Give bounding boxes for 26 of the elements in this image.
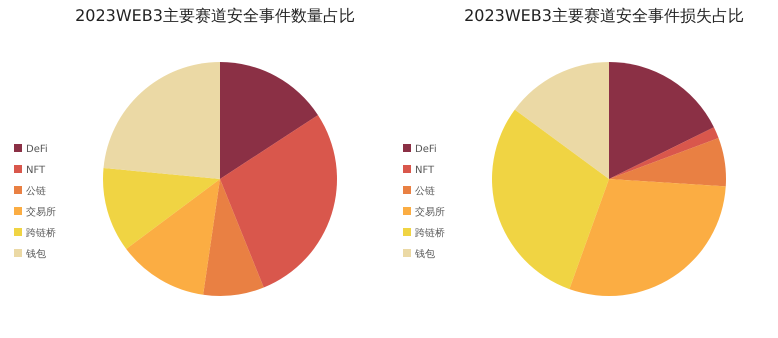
legend-label: 跨链桥	[26, 228, 56, 239]
legend-label: 公链	[415, 186, 435, 197]
pie-slice	[609, 138, 726, 186]
chart-title: 2023WEB3主要赛道安全事件损失占比	[463, 6, 745, 27]
pie-slice	[492, 110, 609, 290]
legend-label: NFT	[415, 165, 434, 176]
legend-label: DeFi	[415, 144, 437, 155]
pie-slice	[104, 62, 220, 179]
pie-slice	[126, 179, 220, 295]
pie-slice	[103, 168, 220, 249]
pie-slice	[220, 62, 318, 179]
pie-slice	[220, 115, 337, 288]
pie-slice	[514, 62, 609, 179]
pie-slice	[203, 179, 264, 296]
legend-label: 钱包	[26, 249, 46, 260]
legend-label: 交易所	[26, 207, 56, 218]
pie-slice	[609, 62, 714, 179]
chart-title: 2023WEB3主要赛道安全事件数量占比	[74, 6, 356, 27]
legend-label: DeFi	[26, 144, 48, 155]
legend-label: 交易所	[415, 207, 445, 218]
legend-label: 钱包	[415, 249, 435, 260]
legend-label: NFT	[26, 165, 46, 176]
pie-slice	[569, 179, 726, 296]
legend-label: 公链	[26, 186, 46, 197]
legend-label: 跨链桥	[415, 228, 445, 239]
pie-slice	[609, 127, 719, 179]
